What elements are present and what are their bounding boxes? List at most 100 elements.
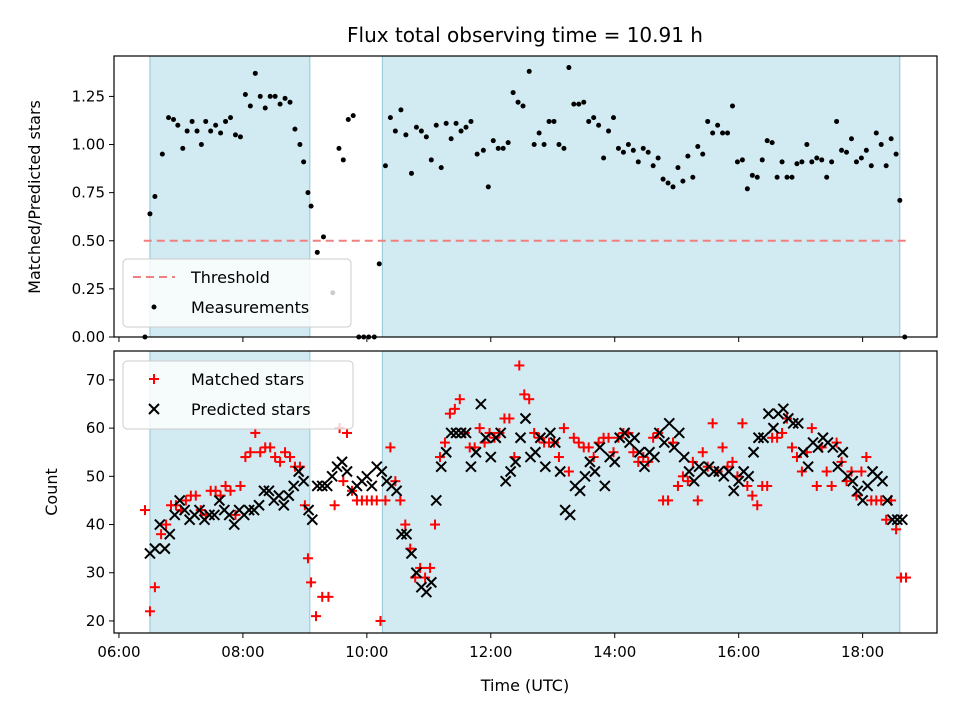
measurement-point	[868, 163, 874, 169]
predicted-star-point	[554, 465, 566, 478]
matched-star-point	[777, 427, 788, 438]
measurement-point	[858, 155, 864, 161]
measurement-point	[606, 128, 612, 134]
measurement-point	[152, 194, 158, 199]
measurement-point	[541, 142, 547, 148]
predicted-star-point	[599, 480, 611, 492]
matched-star-point	[430, 519, 441, 530]
predicted-star-point-b	[159, 542, 171, 555]
predicted-star-point-b	[435, 460, 447, 473]
predicted-star-point	[302, 504, 315, 516]
predicted-star-point	[154, 518, 166, 531]
predicted-star-point-b	[762, 407, 775, 420]
predicted-star-point	[673, 427, 685, 439]
matched-star-point	[425, 562, 436, 573]
predicted-star-point	[297, 475, 310, 487]
matched-star-point	[573, 437, 584, 448]
predicted-star-point-b	[366, 480, 378, 492]
matched-star-point	[786, 442, 797, 453]
measurement-point	[720, 130, 726, 136]
measurement-point	[468, 118, 474, 124]
matched-star-point	[275, 456, 286, 467]
predicted-star-point-b	[673, 427, 685, 439]
predicted-star-point-b	[395, 528, 408, 540]
measurement-point	[844, 149, 850, 155]
matched-star-point	[400, 519, 411, 530]
predicted-star-point-b	[475, 398, 487, 410]
matched-star-point	[504, 413, 515, 424]
matched-star-point	[385, 442, 396, 453]
matched-star-point	[265, 442, 276, 453]
predicted-star-point-b	[792, 417, 804, 430]
predicted-star-point	[480, 432, 492, 444]
matched-star-point	[687, 456, 698, 467]
measurement-point	[213, 122, 219, 128]
predicted-star-point-b	[213, 494, 226, 507]
measurement-point	[403, 132, 409, 138]
predicted-star-point	[495, 427, 507, 439]
predicted-star-point-b	[564, 509, 576, 521]
measurement-point	[382, 163, 388, 169]
predicted-star-point	[485, 451, 497, 463]
measurement-point	[262, 105, 268, 111]
predicted-star-point	[361, 470, 373, 483]
predicted-star-point	[178, 504, 191, 516]
predicted-star-point	[514, 432, 527, 444]
predicted-star-point	[742, 470, 755, 483]
predicted-star-point-b	[405, 547, 418, 560]
top-y-tick-label: 0.50	[72, 232, 105, 250]
predicted-star-point	[400, 528, 413, 540]
matched-star-point	[329, 500, 340, 511]
measurement-point	[769, 140, 775, 146]
matched-star-point	[144, 606, 155, 617]
measurement-point	[398, 107, 404, 113]
measurement-point	[546, 118, 552, 124]
bottom-x-tick-label: 16:00	[717, 643, 760, 661]
predicted-star-point	[529, 446, 542, 458]
predicted-star-point	[258, 485, 270, 497]
measurement-point	[789, 174, 795, 180]
top-shaded-regions	[149, 55, 901, 338]
measurement-point	[685, 153, 691, 159]
top-legend: Threshold Measurements	[122, 258, 352, 328]
measurement-point	[228, 115, 234, 121]
top-y-tick-label: 0.75	[72, 184, 105, 202]
bottom-x-tick-label: 14:00	[593, 643, 636, 661]
predicted-star-point-b	[410, 567, 423, 579]
predicted-star-point	[628, 432, 641, 444]
predicted-star-point-b	[302, 504, 315, 516]
predicted-star-point	[169, 509, 181, 521]
legend-measurements-label: Measurements	[191, 298, 309, 317]
predicted-star-point	[544, 427, 556, 439]
predicted-star-point-b	[584, 456, 596, 468]
predicted-star-point	[876, 475, 889, 487]
predicted-star-point	[228, 518, 240, 531]
predicted-star-point	[653, 427, 666, 439]
predicted-star-point	[435, 460, 447, 473]
predicted-star-point	[812, 441, 824, 454]
measurement-point	[710, 130, 716, 136]
bottom-x-ticks: 06:00 08:00 10:00 12:00 14:00 16:00 18:00	[97, 633, 884, 661]
matched-star-point	[311, 611, 322, 622]
matched-star-point	[762, 480, 773, 491]
measurement-point	[665, 180, 671, 186]
measurement-point	[848, 136, 854, 142]
predicted-star-point-b	[708, 465, 720, 478]
predicted-star-point	[306, 514, 319, 526]
measurement-point	[336, 145, 342, 151]
measurement-point	[218, 130, 224, 136]
predicted-star-point-b	[455, 427, 467, 439]
matched-star-point	[772, 432, 783, 443]
predicted-star-point-b	[504, 465, 517, 478]
legend-threshold-label: Threshold	[190, 268, 270, 287]
measurement-point	[551, 118, 557, 124]
predicted-star-point-b	[173, 494, 186, 507]
matched-star-point	[558, 423, 569, 434]
measurement-point	[620, 149, 626, 155]
predicted-star-point-b	[628, 432, 641, 444]
measurement-point	[147, 211, 153, 217]
top-y-ticks: 0.00 0.25 0.50 0.75 1.00 1.25	[72, 87, 114, 346]
predicted-star-point	[861, 480, 874, 492]
matched-star-point	[752, 500, 763, 511]
predicted-star-point-b	[554, 465, 566, 478]
